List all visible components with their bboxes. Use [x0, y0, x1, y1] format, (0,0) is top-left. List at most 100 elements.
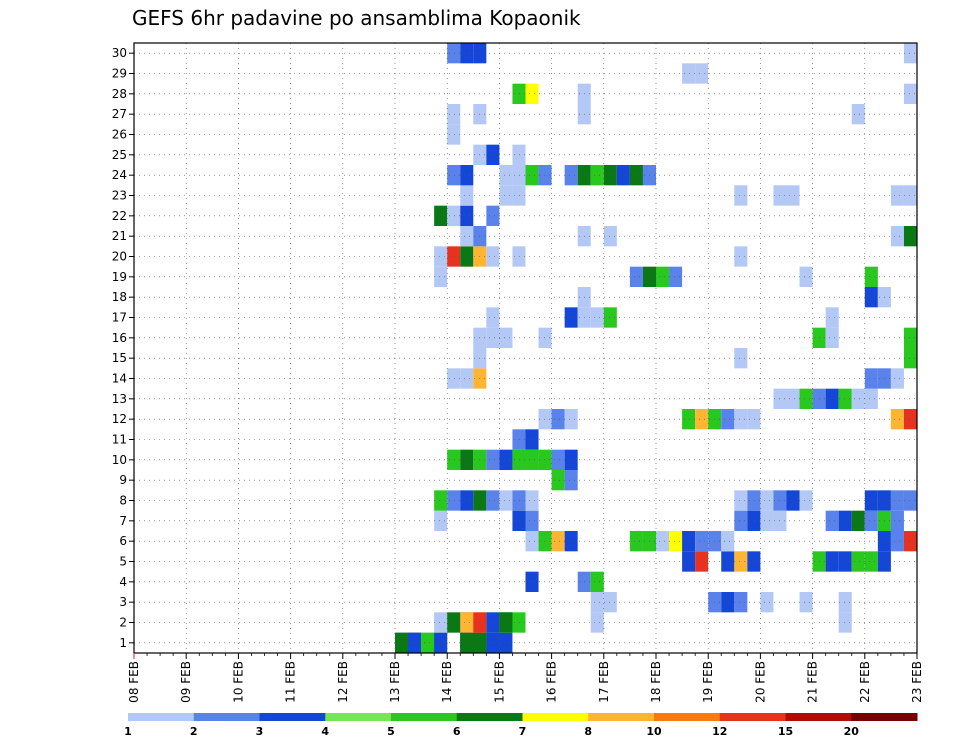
- heatmap-cell: [864, 287, 878, 308]
- heatmap-cell: [447, 205, 461, 226]
- y-tick-label: 3: [119, 595, 127, 609]
- y-tick-label: 2: [119, 616, 127, 630]
- heatmap-cell: [629, 165, 643, 186]
- heatmap-cell: [551, 470, 565, 491]
- heatmap-cell: [747, 510, 761, 531]
- heatmap-cell: [890, 226, 904, 247]
- heatmap-cell: [721, 409, 735, 430]
- heatmap-cell: [825, 388, 839, 409]
- x-tick-label: 18 FEB: [649, 661, 663, 703]
- heatmap-cell: [512, 185, 526, 206]
- heatmap-cell: [669, 266, 683, 287]
- heatmap-cell: [512, 490, 526, 511]
- y-tick-label: 13: [112, 392, 127, 406]
- heatmap-cell: [864, 266, 878, 287]
- heatmap-cell: [447, 104, 461, 125]
- heatmap-cell: [682, 531, 696, 552]
- heatmap-cell: [903, 226, 917, 247]
- heatmap-cell: [734, 348, 748, 369]
- x-tick-label: 14 FEB: [440, 661, 454, 703]
- heatmap-cell: [460, 449, 474, 470]
- heatmap-cell: [864, 490, 878, 511]
- heatmap-cell: [656, 266, 670, 287]
- heatmap-cell: [695, 531, 709, 552]
- heatmap-cell: [434, 205, 448, 226]
- y-tick-label: 10: [112, 453, 127, 467]
- x-tick-label: 12 FEB: [336, 661, 350, 703]
- heatmap-cell: [590, 571, 604, 592]
- y-tick-label: 6: [119, 534, 127, 548]
- colorbar-swatch: [654, 713, 721, 721]
- colorbar-label: 20: [844, 725, 860, 738]
- heatmap-cell: [486, 612, 500, 633]
- heatmap-cell: [564, 409, 578, 430]
- heatmap-cell: [721, 551, 735, 572]
- y-tick-label: 28: [112, 87, 127, 101]
- heatmap-cell: [890, 185, 904, 206]
- heatmap-cell: [629, 531, 643, 552]
- heatmap-cell: [838, 592, 852, 613]
- x-tick-label: 19 FEB: [701, 661, 715, 703]
- y-tick-label: 18: [112, 290, 127, 304]
- heatmap-cell: [590, 307, 604, 328]
- heatmap-cell: [890, 368, 904, 389]
- heatmap-cell: [447, 165, 461, 186]
- heatmap-cell: [734, 246, 748, 267]
- heatmap-cell: [499, 185, 513, 206]
- heatmap-cell: [838, 551, 852, 572]
- heatmap-cell: [760, 490, 774, 511]
- heatmap-cell: [903, 409, 917, 430]
- heatmap-cell: [551, 409, 565, 430]
- heatmap-cell: [512, 246, 526, 267]
- heatmap-cell: [499, 327, 513, 348]
- heatmap-cell: [799, 490, 813, 511]
- x-tick-label: 21 FEB: [806, 661, 820, 703]
- heatmap-cell: [551, 531, 565, 552]
- x-tick-label: 13 FEB: [388, 661, 402, 703]
- heatmap-cell: [903, 490, 917, 511]
- heatmap-cell: [447, 449, 461, 470]
- heatmap-cell: [486, 490, 500, 511]
- heatmap-cell: [603, 592, 617, 613]
- heatmap-cell: [890, 490, 904, 511]
- x-tick-label: 23 FEB: [910, 661, 924, 703]
- heatmap-cell: [538, 327, 552, 348]
- heatmap-cell: [447, 124, 461, 145]
- heatmap-cell: [903, 327, 917, 348]
- y-tick-label: 7: [119, 514, 127, 528]
- heatmap-cell: [512, 429, 526, 450]
- heatmap-cell: [786, 490, 800, 511]
- heatmap-cell: [721, 531, 735, 552]
- colorbar-swatch: [851, 713, 918, 721]
- heatmap-cell: [499, 490, 513, 511]
- heatmap-cell: [447, 612, 461, 633]
- colorbar-swatch: [128, 713, 195, 721]
- heatmap-cell: [460, 43, 474, 64]
- y-tick-label: 5: [119, 555, 127, 569]
- heatmap-cell: [460, 165, 474, 186]
- heatmap-cell: [864, 368, 878, 389]
- colorbar-swatch: [522, 713, 589, 721]
- colorbar-swatch: [588, 713, 655, 721]
- grid-lines: [134, 43, 917, 653]
- y-tick-label: 4: [119, 575, 127, 589]
- heatmap-cell: [760, 510, 774, 531]
- colorbar-label: 4: [321, 725, 329, 738]
- heatmap-cell: [486, 449, 500, 470]
- heatmap-cell: [447, 43, 461, 64]
- heatmap-cell: [460, 632, 487, 653]
- heatmap-cell: [525, 531, 539, 552]
- heatmap-cell: [656, 531, 670, 552]
- heatmap-cell: [525, 490, 539, 511]
- heatmap-cell: [799, 266, 813, 287]
- y-tick-label: 27: [112, 107, 127, 121]
- heatmap-cell: [682, 551, 696, 572]
- y-tick-label: 23: [112, 189, 127, 203]
- heatmap-cell: [838, 510, 852, 531]
- y-tick-label: 15: [112, 351, 127, 365]
- heatmap-cell: [734, 185, 748, 206]
- colorbar-label: 3: [256, 725, 264, 738]
- heatmap-cell: [538, 449, 552, 470]
- heatmap-cell: [460, 205, 474, 226]
- heatmap-cell: [838, 612, 852, 633]
